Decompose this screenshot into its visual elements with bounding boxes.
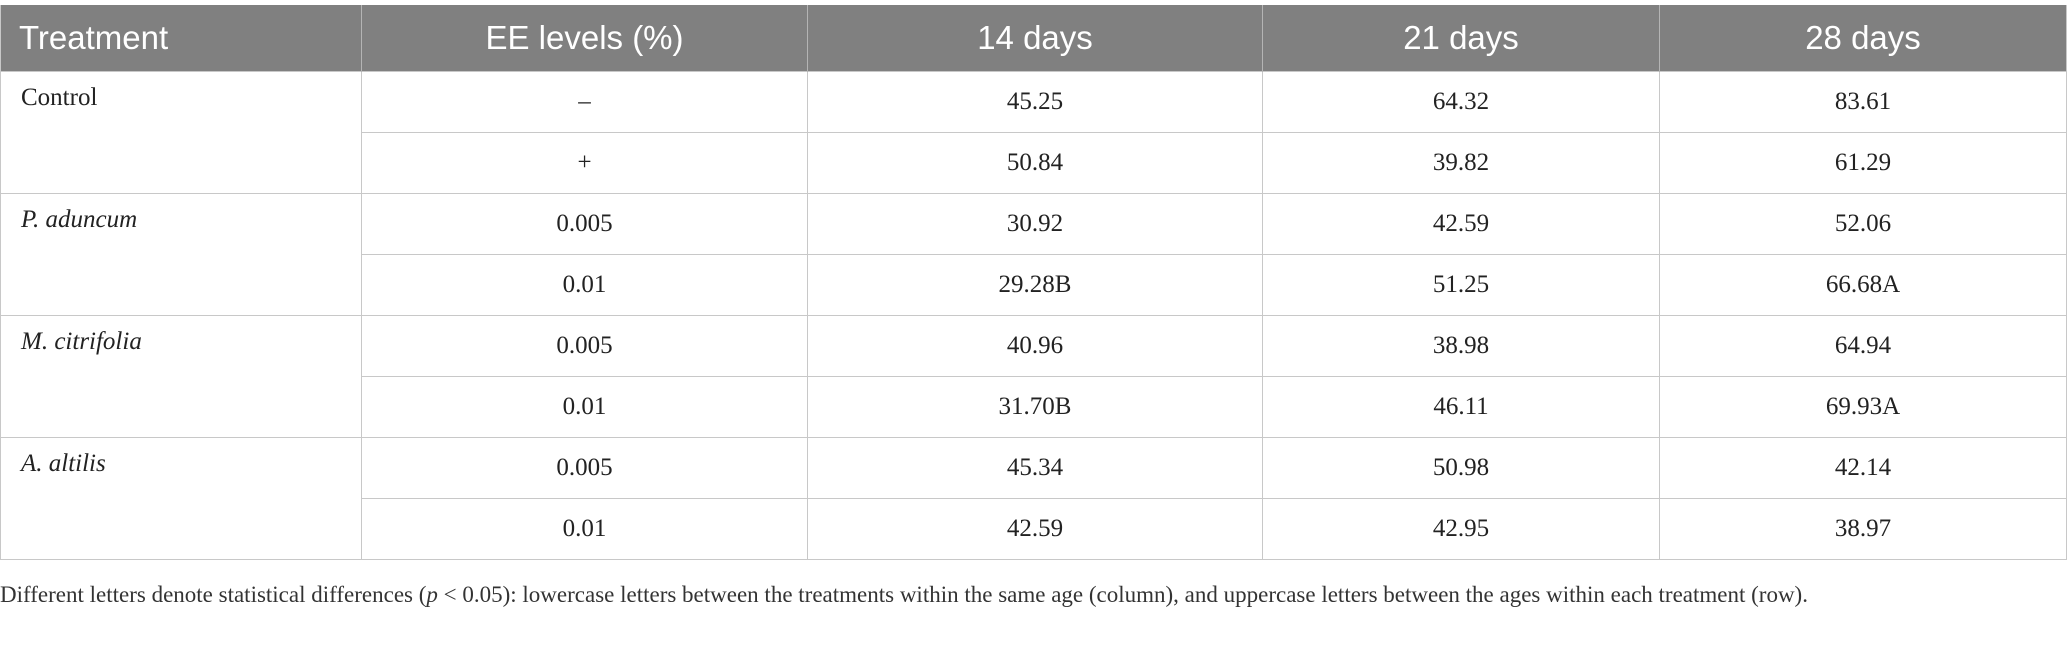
day28-cell: 38.97 (1659, 498, 2067, 560)
table-row: 0.01 42.59 42.95 38.97 (1, 498, 2067, 560)
ee-level-cell: – (361, 71, 808, 133)
footnote-text-start: Different letters denote statistical dif… (0, 582, 427, 607)
day28-cell: 61.29 (1659, 132, 2067, 194)
day21-cell: 42.95 (1262, 498, 1660, 560)
day28-cell: 83.61 (1659, 71, 2067, 133)
treatment-cell: A. altilis (0, 437, 362, 560)
footnote-text-end: < 0.05): lowercase letters between the t… (437, 582, 1808, 607)
results-table-container: Treatment EE levels (%) 14 days 21 days … (0, 5, 2067, 560)
table-row: 0.01 29.28B 51.25 66.68A (1, 254, 2067, 316)
table-row: 0.01 31.70B 46.11 69.93A (1, 376, 2067, 438)
day14-cell: 31.70B (807, 376, 1263, 438)
day21-cell: 42.59 (1262, 193, 1660, 255)
header-21-days: 21 days (1262, 5, 1660, 72)
table-row: Control –45.25 64.32 83.61 (0, 71, 2067, 194)
ee-level-cell: 0.005 (361, 437, 808, 499)
treatment-cell: M. citrifolia (0, 315, 362, 438)
day14-cell: 42.59 (807, 498, 1263, 560)
day28-cell: 52.06 (1659, 193, 2067, 255)
table-header: Treatment EE levels (%) 14 days 21 days … (0, 5, 2067, 72)
day14-cell: 50.84 (807, 132, 1263, 194)
header-row: Treatment EE levels (%) 14 days 21 days … (0, 5, 2067, 72)
header-ee-levels: EE levels (%) (361, 5, 808, 72)
ee-level-cell: 0.01 (361, 498, 808, 560)
day28-cell: 66.68A (1659, 254, 2067, 316)
day14-cell: 40.96 (807, 315, 1263, 377)
day14-cell: 45.25 (807, 71, 1263, 133)
day28-cell: 42.14 (1659, 437, 2067, 499)
day14-cell: 29.28B (807, 254, 1263, 316)
table-row: P. aduncum 0.005 30.92 42.59 52.06 (0, 193, 2067, 316)
day21-cell: 51.25 (1262, 254, 1660, 316)
day14-cell: 30.92 (807, 193, 1263, 255)
ee-level-cell: 0.01 (361, 376, 808, 438)
table-row: +50.84 39.82 61.29 (1, 132, 2067, 194)
table-footnote: Different letters denote statistical dif… (0, 578, 2040, 612)
day21-cell: 64.32 (1262, 71, 1660, 133)
day28-cell: 69.93A (1659, 376, 2067, 438)
table-row: M. citrifolia 0.005 40.96 38.98 64.94 (0, 315, 2067, 438)
table-row: A. altilis 0.005 45.34 50.98 42.14 (0, 437, 2067, 560)
day21-cell: 46.11 (1262, 376, 1660, 438)
treatment-cell: Control (0, 71, 362, 194)
table-body: Control –45.25 64.32 83.61 +50.84 39.82 61.29 P… (0, 71, 2067, 560)
day14-cell: 45.34 (807, 437, 1263, 499)
day21-cell: 50.98 (1262, 437, 1660, 499)
footnote-p-symbol: p (426, 582, 438, 607)
ee-level-cell: 0.01 (361, 254, 808, 316)
ee-level-cell: 0.005 (361, 315, 808, 377)
header-14-days: 14 days (807, 5, 1263, 72)
treatment-cell: P. aduncum (0, 193, 362, 316)
ee-level-cell: 0.005 (361, 193, 808, 255)
day28-cell: 64.94 (1659, 315, 2067, 377)
day21-cell: 39.82 (1262, 132, 1660, 194)
header-28-days: 28 days (1659, 5, 2067, 72)
day21-cell: 38.98 (1262, 315, 1660, 377)
header-treatment: Treatment (0, 5, 362, 72)
ee-level-cell: + (361, 132, 808, 194)
results-table: Treatment EE levels (%) 14 days 21 days … (0, 5, 2067, 560)
